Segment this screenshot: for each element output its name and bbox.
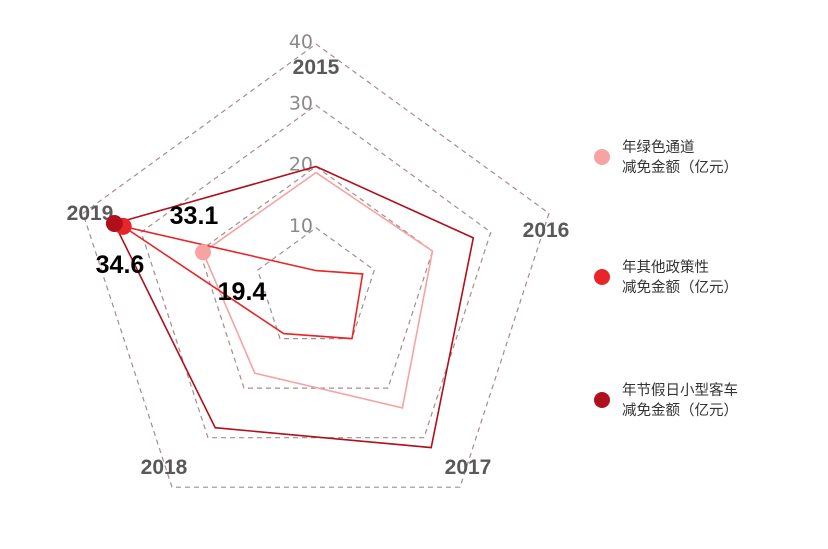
- series-marker-0: [195, 244, 211, 261]
- category-labels: 2015 2016 2017 2018 2019: [67, 56, 570, 479]
- category-label-2017: 2017: [445, 456, 492, 479]
- legend-item-other-policy: 年其他政策性 减免金额（亿元）: [594, 258, 738, 298]
- legend-swatch: [594, 392, 610, 408]
- data-labels: 19.4 33.1 34.6: [96, 202, 267, 306]
- radar-grid: [82, 43, 550, 488]
- radial-tick-label: 30: [289, 92, 313, 114]
- series-line-2: [113, 165, 475, 449]
- series-layer: [105, 165, 475, 449]
- category-label-2015: 2015: [293, 56, 340, 79]
- category-label-2018: 2018: [141, 456, 188, 479]
- radial-tick-label: 40: [289, 31, 313, 53]
- series-line-0: [202, 171, 434, 409]
- legend-item-holiday-car: 年节假日小型客车 减免金额（亿元）: [594, 381, 738, 421]
- legend-swatch: [594, 269, 610, 285]
- radial-tick-label: 10: [289, 215, 313, 237]
- series-line-1: [122, 225, 364, 340]
- legend-label: 年其他政策性 减免金额（亿元）: [622, 260, 738, 296]
- series-marker-2: [105, 215, 123, 232]
- legend-item-green-channel: 年绿色通道 减免金额（亿元）: [594, 138, 738, 178]
- grid-ring: [82, 43, 550, 488]
- data-label-series-1: 33.1: [170, 202, 219, 230]
- data-label-series-0: 19.4: [218, 278, 267, 306]
- legend-label: 年节假日小型客车 减免金额（亿元）: [622, 383, 738, 419]
- legend-label: 年绿色通道 减免金额（亿元）: [622, 140, 738, 176]
- legend-swatch: [594, 149, 610, 165]
- data-label-series-2: 34.6: [96, 251, 145, 279]
- category-label-2019: 2019: [67, 202, 114, 225]
- radial-tick-label: 20: [289, 154, 313, 176]
- radial-tick-labels: 10 20 30 40: [289, 31, 313, 237]
- grid-ring: [256, 227, 376, 340]
- category-label-2016: 2016: [523, 219, 570, 242]
